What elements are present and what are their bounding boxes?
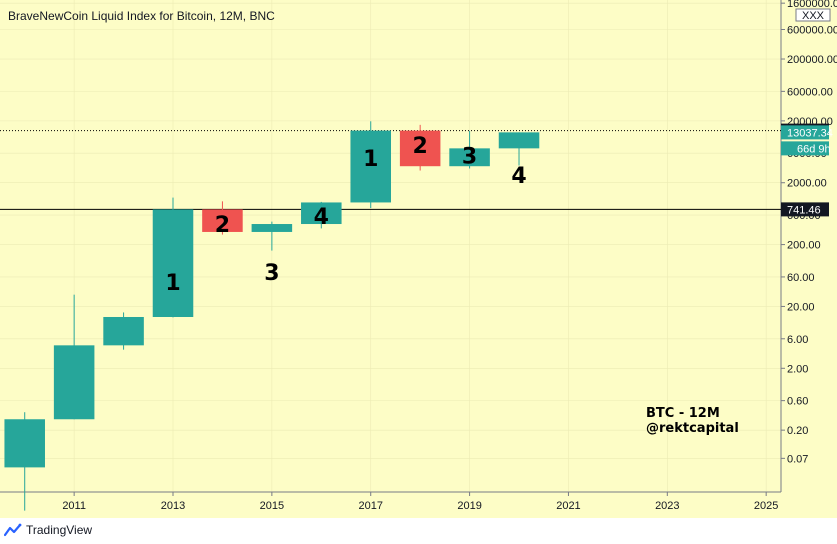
- y-tick-label[interactable]: 60.00: [787, 272, 815, 284]
- price-label-box: [781, 202, 829, 217]
- candle-body: [399, 130, 441, 167]
- candle-2016[interactable]: [301, 201, 342, 229]
- wave-labels: 1 2 3 4 1 2 3 4: [165, 134, 526, 296]
- top-price-text: XXX: [802, 10, 825, 22]
- candle-2017[interactable]: [350, 121, 391, 209]
- x-tick-label[interactable]: 2017: [358, 500, 382, 512]
- last-price-text: 13037.34: [787, 127, 833, 139]
- candle-2014[interactable]: [202, 201, 243, 235]
- x-tick-label[interactable]: 2013: [161, 500, 185, 512]
- footer: TradingView: [0, 518, 837, 544]
- candles: [4, 121, 540, 511]
- candle-body: [350, 130, 391, 203]
- candle-2011[interactable]: [53, 294, 95, 420]
- wave-label: 4: [511, 164, 526, 189]
- candle-body: [202, 209, 243, 232]
- x-tick-label[interactable]: 2011: [62, 500, 86, 512]
- tradingview-logo-icon[interactable]: [4, 523, 22, 539]
- y-tick-label[interactable]: 0.60: [787, 396, 808, 408]
- x-tick-label[interactable]: 2019: [457, 500, 481, 512]
- last-price-box: [781, 125, 829, 140]
- candle-2010[interactable]: [4, 412, 45, 511]
- y-tick-label[interactable]: 0.07: [787, 453, 808, 465]
- y-tick-label[interactable]: 200000.00: [787, 54, 837, 66]
- candle-body: [251, 224, 293, 232]
- candle-body: [301, 202, 342, 225]
- annotation-line-2: @rektcapital: [646, 421, 739, 436]
- y-tick-label[interactable]: 0.20: [787, 425, 808, 437]
- tradingview-brand[interactable]: TradingView: [26, 523, 93, 537]
- candle-body: [449, 148, 490, 167]
- price-tags: 13037.34 66d 9h XXX: [781, 8, 833, 156]
- x-tick-label[interactable]: 2023: [655, 500, 679, 512]
- y-tick-label[interactable]: 2000.00: [787, 178, 827, 190]
- btc-yearly-candlestick-chart: 1600000.00 600000.00 200000.00 60000.00 2000…: [0, 0, 837, 518]
- y-tick-label[interactable]: 2.00: [787, 363, 808, 375]
- candle-body: [152, 209, 194, 317]
- y-tick-label[interactable]: 200.00: [787, 240, 821, 252]
- price-label-text: 741.46: [787, 204, 821, 216]
- x-axis-ticks[interactable]: 2011 2013 2015 2017 2019 2021 2023 2025: [62, 492, 778, 512]
- plot-background: [0, 0, 837, 518]
- y-tick-label[interactable]: 6.00: [787, 334, 808, 346]
- candle-2013[interactable]: [152, 197, 194, 318]
- candle-body: [103, 316, 144, 346]
- x-tick-label[interactable]: 2015: [260, 500, 284, 512]
- candle-2015[interactable]: [251, 221, 293, 251]
- chart-title: BraveNewCoin Liquid Index for Bitcoin, 1…: [8, 9, 275, 23]
- candle-2019[interactable]: [449, 130, 490, 169]
- y-tick-label[interactable]: 600000.00: [787, 25, 837, 37]
- x-tick-label[interactable]: 2025: [754, 500, 778, 512]
- wave-label: 1: [165, 271, 180, 296]
- annotation-line-1: BTC - 12M: [646, 406, 720, 421]
- x-tick-label[interactable]: 2021: [556, 500, 580, 512]
- top-price-box: [795, 8, 831, 22]
- countdown-box: [781, 141, 829, 156]
- countdown-text: 66d 9h: [797, 143, 831, 155]
- y-tick-label[interactable]: 1600000.00: [787, 0, 837, 10]
- y-tick-label[interactable]: 20.00: [787, 301, 815, 313]
- wave-label: 3: [264, 261, 279, 286]
- candle-body: [4, 419, 45, 468]
- candle-2018[interactable]: [399, 124, 441, 171]
- wave-label: 1: [363, 147, 378, 172]
- wave-label: 2: [215, 213, 230, 238]
- wave-label: 2: [413, 134, 428, 159]
- candle-body: [498, 132, 540, 149]
- candle-2020[interactable]: [498, 132, 540, 166]
- y-tick-label[interactable]: 60000.00: [787, 86, 833, 98]
- wave-label: 3: [462, 145, 477, 170]
- wave-label: 4: [314, 205, 329, 230]
- candle-2012[interactable]: [103, 312, 144, 350]
- candle-body: [53, 345, 95, 420]
